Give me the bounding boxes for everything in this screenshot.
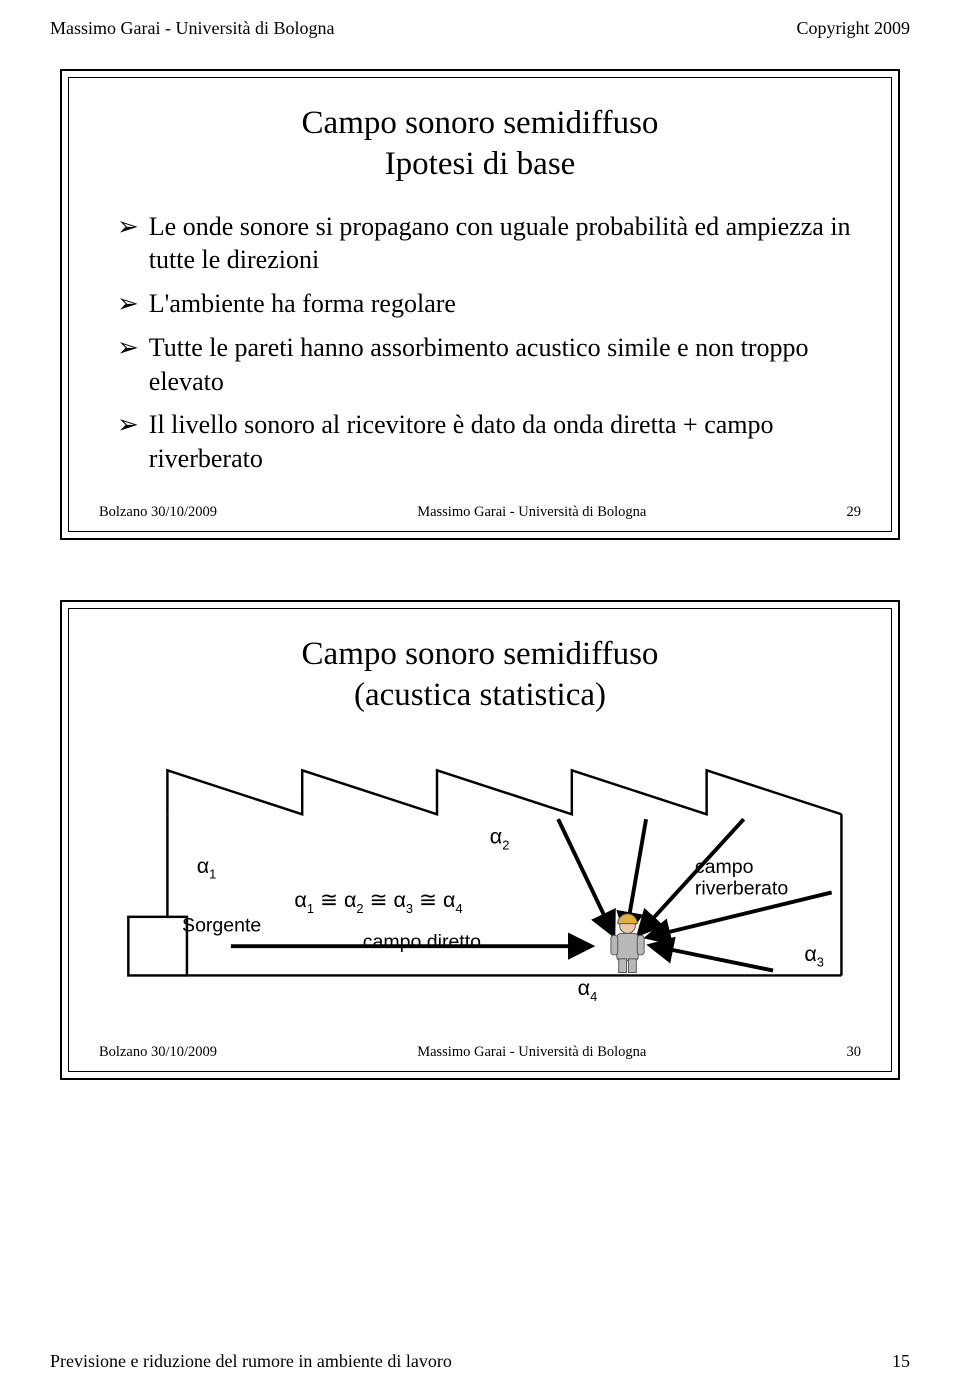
page-footer: Previsione e riduzione del rumore in amb… <box>50 1351 910 1372</box>
svg-text:campo: campo <box>695 855 754 877</box>
slide-1-footer: Bolzano 30/10/2009 Massimo Garai - Unive… <box>99 504 861 521</box>
svg-text:α2: α2 <box>490 824 510 852</box>
svg-text:α4: α4 <box>578 976 598 1004</box>
bullet-item: ➢ Il livello sonoro al ricevitore è dato… <box>117 408 861 476</box>
page-footer-right: 15 <box>892 1351 910 1372</box>
slide-1-title-line2: Ipotesi di base <box>385 146 576 182</box>
svg-text:campo diretto: campo diretto <box>363 931 481 953</box>
bullet-icon: ➢ <box>117 210 139 244</box>
bullet-icon: ➢ <box>117 408 139 442</box>
page-footer-left: Previsione e riduzione del rumore in amb… <box>50 1351 452 1372</box>
svg-text:α3: α3 <box>804 941 824 969</box>
bullet-text: Tutte le pareti hanno assorbimento acust… <box>149 331 861 399</box>
bullet-item: ➢ L'ambiente ha forma regolare <box>117 287 861 321</box>
page: Massimo Garai - Università di Bologna Co… <box>0 0 960 1396</box>
slide-2: Campo sonoro semidiffuso (acustica stati… <box>60 600 900 1080</box>
slide-2-footer: Bolzano 30/10/2009 Massimo Garai - Unive… <box>99 1044 861 1061</box>
slide-footer-center: Massimo Garai - Università di Bologna <box>417 1044 646 1061</box>
slide-1: Campo sonoro semidiffuso Ipotesi di base… <box>60 69 900 540</box>
slide-footer-left: Bolzano 30/10/2009 <box>99 504 217 521</box>
svg-text:Sorgente: Sorgente <box>182 914 261 936</box>
bullet-icon: ➢ <box>117 287 139 321</box>
bullet-item: ➢ Tutte le pareti hanno assorbimento acu… <box>117 331 861 399</box>
bullet-text: L'ambiente ha forma regolare <box>149 287 456 321</box>
bullet-text: Le onde sonore si propagano con uguale p… <box>149 210 861 278</box>
bullet-icon: ➢ <box>117 331 139 365</box>
slide-2-title-line1: Campo sonoro semidiffuso <box>302 636 659 672</box>
slide-2-inner: Campo sonoro semidiffuso (acustica stati… <box>68 608 892 1072</box>
slide-footer-right: 29 <box>847 504 862 521</box>
slide-1-bullets: ➢ Le onde sonore si propagano con uguale… <box>117 210 861 477</box>
slide-1-title: Campo sonoro semidiffuso Ipotesi di base <box>99 103 861 186</box>
diagram: α1 α2 α3 α4 Sorgente α1 ≅ α2 ≅ α3 ≅ α4 campo d… <box>99 741 861 1015</box>
slide-footer-left: Bolzano 30/10/2009 <box>99 1044 217 1061</box>
slide-1-inner: Campo sonoro semidiffuso Ipotesi di base… <box>68 77 892 532</box>
slide-2-title-line2: (acustica statistica) <box>354 677 606 713</box>
header-left: Massimo Garai - Università di Bologna <box>50 18 334 39</box>
header-right: Copyright 2009 <box>796 18 910 39</box>
slide-footer-right: 30 <box>847 1044 862 1061</box>
slide-2-title: Campo sonoro semidiffuso (acustica stati… <box>99 634 861 717</box>
svg-text:α1: α1 <box>197 853 217 881</box>
svg-text:α1 ≅ α2 ≅ α3 ≅ α4: α1 ≅ α2 ≅ α3 ≅ α4 <box>294 888 462 916</box>
bullet-text: Il livello sonoro al ricevitore è dato d… <box>149 408 861 476</box>
diagram-svg: α1 α2 α3 α4 Sorgente α1 ≅ α2 ≅ α3 ≅ α4 campo d… <box>99 741 861 1010</box>
slide-1-title-line1: Campo sonoro semidiffuso <box>302 105 659 141</box>
page-header: Massimo Garai - Università di Bologna Co… <box>50 18 910 39</box>
slide-footer-center: Massimo Garai - Università di Bologna <box>417 504 646 521</box>
svg-text:riverberato: riverberato <box>695 877 788 899</box>
bullet-item: ➢ Le onde sonore si propagano con uguale… <box>117 210 861 278</box>
